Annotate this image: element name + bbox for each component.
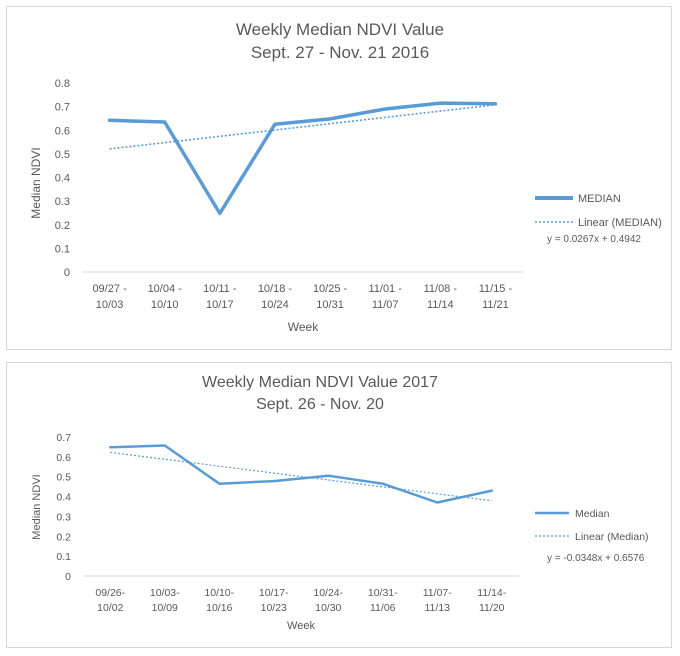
chart-panel-2016: Weekly Median NDVI Value Sept. 27 - Nov.… — [6, 6, 672, 350]
y-axis-label: Median NDVI — [29, 147, 43, 218]
x-tick-label: 10/17-10/23 — [259, 587, 289, 614]
data-point — [490, 489, 494, 493]
data-point — [217, 482, 221, 486]
data-point — [438, 101, 442, 105]
chart-title: Weekly Median NDVI Value — [236, 20, 444, 39]
data-point — [435, 501, 439, 505]
x-tick-label: 10/18 -10/24 — [258, 283, 293, 311]
x-tick-label: 10/10-10/16 — [204, 587, 234, 614]
chart-2017-svg: Weekly Median NDVI Value 2017 Sept. 26 -… — [31, 374, 649, 632]
legend-series-label: MEDIAN — [578, 193, 621, 205]
trendline — [110, 451, 492, 502]
data-point — [328, 117, 332, 121]
x-axis-label: Week — [287, 620, 315, 632]
y-tick-label: 0 — [65, 571, 71, 583]
x-tick-label: 11/07-11/13 — [423, 587, 452, 614]
y-tick-label: 0.3 — [55, 196, 70, 208]
data-point — [272, 479, 276, 483]
x-tick-label: 10/31-11/06 — [368, 587, 398, 614]
y-tick-label: 0.1 — [55, 243, 70, 255]
y-tick-label: 0.4 — [56, 492, 71, 504]
x-tick-label: 10/03-10/09 — [150, 587, 180, 614]
data-point — [383, 107, 387, 111]
y-tick-label: 0.5 — [55, 149, 70, 161]
x-tick-label: 11/15 -11/21 — [479, 283, 513, 311]
series-line-median — [107, 101, 498, 216]
plot-area: 0 0.1 0.2 0.3 0.4 0.5 0.6 0.7 0.8 09/27 -10/03 10/… — [55, 78, 523, 311]
data-point — [108, 445, 112, 449]
data-point — [273, 122, 277, 126]
x-tick-label: 10/24-10/30 — [313, 587, 343, 614]
y-tick-label: 0.7 — [55, 102, 70, 114]
y-tick-label: 0.2 — [55, 220, 70, 232]
x-axis-label: Week — [288, 320, 319, 334]
plot-area: 0 0.1 0.2 0.3 0.4 0.5 0.6 0.7 09/26-10/02 10/03-1… — [56, 432, 519, 614]
y-tick-label: 0.6 — [56, 452, 71, 464]
y-axis-label: Median NDVI — [31, 474, 43, 539]
y-tick-label: 0.7 — [56, 432, 71, 444]
data-point — [381, 482, 385, 486]
chart-panel-2017: Weekly Median NDVI Value 2017 Sept. 26 -… — [6, 362, 672, 648]
y-tick-label: 0.8 — [55, 78, 70, 90]
y-tick-label: 0.2 — [56, 531, 71, 543]
y-tick-label: 0.4 — [55, 173, 70, 185]
y-tick-label: 0.5 — [56, 472, 71, 484]
trend-equation: y = 0.0267x + 0.4942 — [547, 234, 641, 245]
legend: MEDIAN Linear (MEDIAN) y = 0.0267x + 0.4… — [535, 193, 662, 245]
legend-trend-label: Linear (Median) — [575, 531, 649, 543]
y-tick-label: 0.3 — [56, 511, 71, 523]
data-point — [326, 474, 330, 478]
x-tick-label: 10/11 -10/17 — [203, 283, 237, 311]
y-tick-label: 0 — [64, 267, 70, 279]
legend-series-label: Median — [575, 508, 610, 520]
data-point — [163, 120, 167, 124]
data-point — [108, 118, 112, 122]
x-tick-label: 11/14-11/20 — [477, 587, 506, 614]
data-point — [218, 211, 222, 215]
chart-title: Weekly Median NDVI Value 2017 — [202, 374, 438, 391]
chart-2016-svg: Weekly Median NDVI Value Sept. 27 - Nov.… — [29, 20, 662, 334]
x-tick-label: 11/01 -11/07 — [368, 283, 402, 311]
x-tick-label: 11/08 -11/14 — [424, 283, 458, 311]
data-point — [493, 102, 497, 106]
series-line-median — [109, 444, 494, 504]
y-tick-label: 0.1 — [56, 551, 71, 563]
y-tick-label: 0.6 — [55, 125, 70, 137]
trendline — [109, 103, 496, 150]
legend-trend-label: Linear (MEDIAN) — [578, 217, 662, 229]
data-point — [163, 444, 167, 448]
x-tick-label: 09/27 -10/03 — [92, 283, 127, 311]
chart-subtitle: Sept. 27 - Nov. 21 2016 — [251, 43, 429, 62]
trend-equation: y = -0.0348x + 0.6576 — [547, 553, 645, 564]
x-tick-label: 10/04 -10/10 — [148, 283, 183, 311]
x-tick-label: 10/25 -10/31 — [313, 283, 348, 311]
legend: Median Linear (Median) y = -0.0348x + 0.… — [535, 508, 649, 564]
x-tick-label: 09/26-10/02 — [95, 587, 125, 614]
chart-subtitle: Sept. 26 - Nov. 20 — [256, 396, 384, 413]
